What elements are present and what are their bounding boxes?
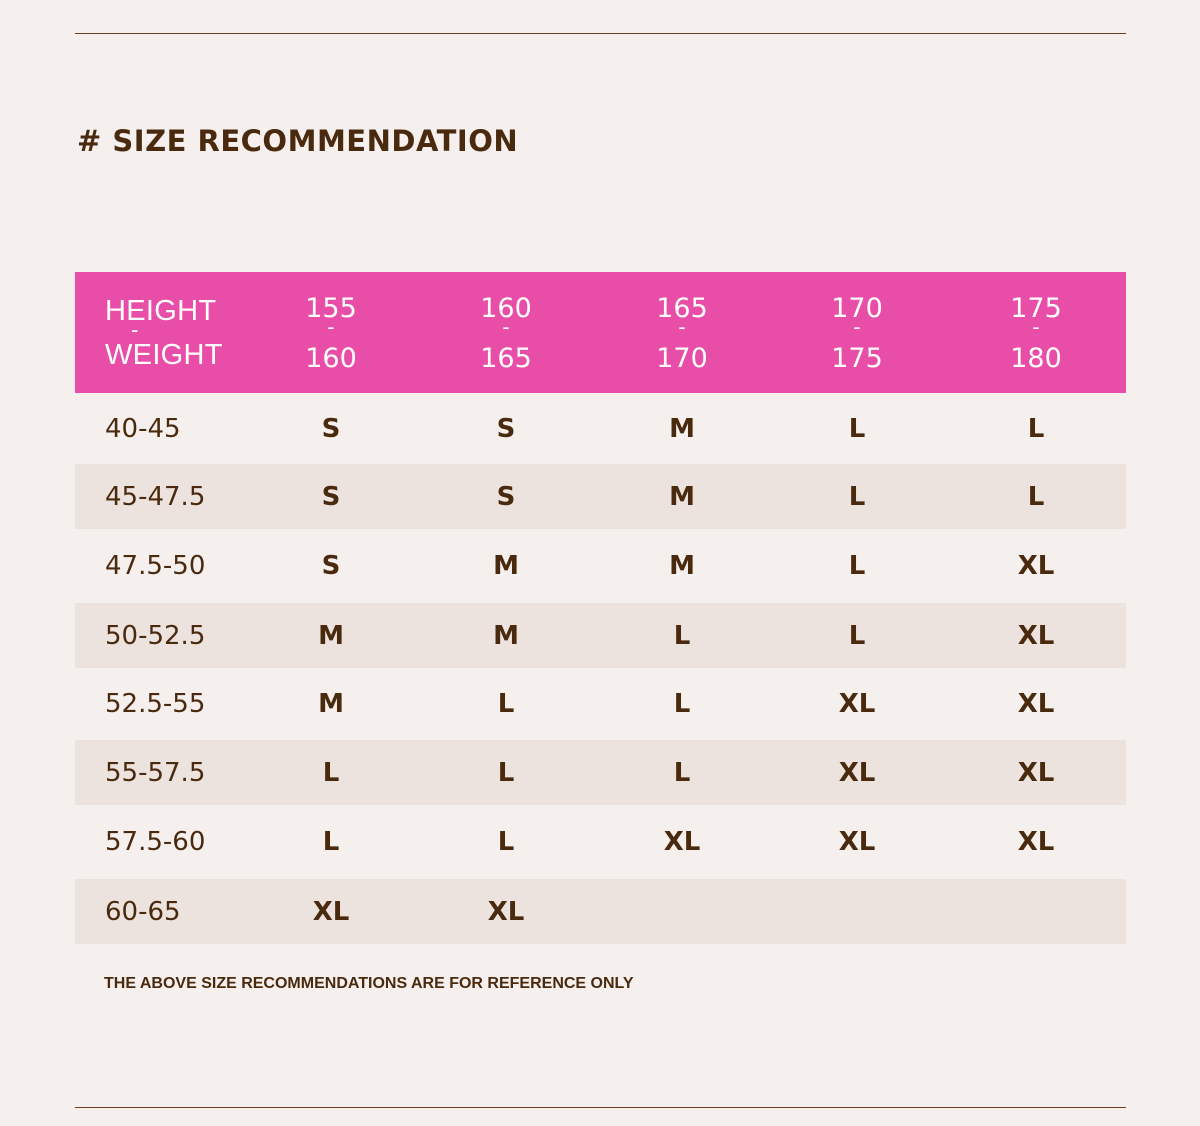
top-divider [75,33,1126,34]
size-cell: XL [838,757,876,788]
header-height-range: 170- 175 [797,272,917,393]
table-row: 60-65 XL XL [75,879,1126,944]
size-cell: M [669,413,695,444]
bottom-divider [75,1107,1126,1108]
weight-range-label: 52.5-55 [105,689,206,719]
size-cell: L [848,481,866,512]
section-title: # SIZE RECOMMENDATION [77,124,519,158]
size-cell: L [673,620,691,651]
header-label-height: HEIGHT [105,295,217,327]
header-height-weight-label: HEIGHT - WEIGHT [105,272,255,393]
size-cell: M [669,481,695,512]
size-cell: L [848,551,866,581]
size-cell: L [497,757,515,788]
size-cell: L [322,827,340,857]
header-range-from: 175 [1010,293,1062,324]
header-range-separator: - [678,315,686,339]
weight-range-label: 47.5-50 [105,551,206,581]
header-label-weight: WEIGHT [105,339,223,371]
weight-range-label: 45-47.5 [105,481,206,512]
table-row: 50-52.5 M M L L XL [75,603,1126,668]
size-cell: XL [1017,827,1055,857]
size-cell: L [322,757,340,788]
size-cell: M [318,689,344,719]
header-range-from: 165 [656,293,708,324]
size-cell: XL [312,896,350,927]
size-cell: XL [487,896,525,927]
header-height-range: 175- 180 [976,272,1096,393]
header-range-to: 165 [480,343,532,374]
size-cell: S [321,413,341,444]
table-header-row: HEIGHT - WEIGHT 155-160 160-165 165-170 170… [75,272,1126,393]
header-range-separator: - [853,315,861,339]
header-range-from: 155 [305,293,357,324]
header-range-separator: - [1032,315,1040,339]
weight-range-label: 60-65 [105,896,181,927]
size-cell: L [497,827,515,857]
size-cell: L [848,620,866,651]
size-cell: L [1027,413,1045,444]
table-row: 45-47.5 S S M L L [75,464,1126,529]
header-range-separator: - [502,315,510,339]
reference-note: THE ABOVE SIZE RECOMMENDATIONS ARE FOR R… [104,975,634,992]
table-row: 47.5-50 S M M L XL [75,529,1126,603]
table-row: 57.5-60 L L XL XL XL [75,805,1126,879]
size-cell: XL [1017,757,1055,788]
size-cell: S [321,481,341,512]
size-cell: L [673,757,691,788]
size-cell: M [493,620,519,651]
header-height-range: 165- 170 [622,272,742,393]
size-cell: S [496,413,516,444]
table-row: 52.5-55 M L L XL XL [75,668,1126,740]
header-range-separator: - [327,315,335,339]
size-cell: XL [1017,620,1055,651]
size-cell: L [497,689,515,719]
size-cell: XL [838,827,876,857]
header-label-separator: - [131,317,139,342]
weight-range-label: 50-52.5 [105,620,206,651]
size-cell: XL [838,689,876,719]
header-range-to: 175 [831,343,883,374]
size-cell: M [493,551,519,581]
header-range-from: 170 [831,293,883,324]
size-cell: S [321,551,341,581]
header-range-to: 170 [656,343,708,374]
size-cell: L [1027,481,1045,512]
table-body: 40-45 S S M L L 45-47.5 S S M L L 47.5-50 S M M L XL 50-52… [75,393,1126,944]
table-row: 40-45 S S M L L [75,393,1126,464]
size-cell: M [318,620,344,651]
header-height-range: 155- 160 [271,272,391,393]
weight-range-label: 57.5-60 [105,827,206,857]
size-table: HEIGHT - WEIGHT 155-160 160-165 165-170 170… [75,272,1126,944]
size-cell: S [496,481,516,512]
size-cell: XL [1017,551,1055,581]
header-range-from: 160 [480,293,532,324]
weight-range-label: 55-57.5 [105,757,206,788]
header-range-to: 180 [1010,343,1062,374]
size-cell: XL [1017,689,1055,719]
weight-range-label: 40-45 [105,413,181,444]
table-row: 55-57.5 L L L XL XL [75,740,1126,805]
header-range-to: 160 [305,343,357,374]
size-cell: M [669,551,695,581]
header-height-range: 160- 165 [446,272,566,393]
size-cell: L [848,413,866,444]
size-cell: L [673,689,691,719]
size-cell: XL [663,827,701,857]
